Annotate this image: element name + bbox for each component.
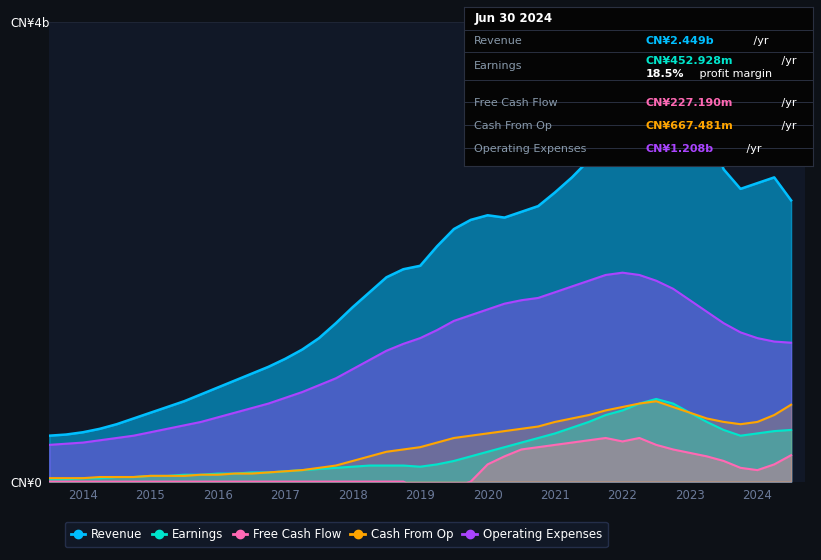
Text: Earnings: Earnings xyxy=(475,61,523,71)
Text: Operating Expenses: Operating Expenses xyxy=(475,144,587,154)
Text: /yr: /yr xyxy=(778,57,796,67)
Text: CN¥1.208b: CN¥1.208b xyxy=(645,144,713,154)
Text: /yr: /yr xyxy=(778,99,796,109)
Text: /yr: /yr xyxy=(750,36,768,46)
Text: CN¥227.190m: CN¥227.190m xyxy=(645,99,732,109)
Text: Cash From Op: Cash From Op xyxy=(475,121,553,131)
Text: /yr: /yr xyxy=(743,144,762,154)
Text: /yr: /yr xyxy=(778,121,796,131)
Text: CN¥2.449b: CN¥2.449b xyxy=(645,36,714,46)
Text: CN¥667.481m: CN¥667.481m xyxy=(645,121,733,131)
Text: 18.5%: 18.5% xyxy=(645,69,684,79)
Text: Free Cash Flow: Free Cash Flow xyxy=(475,99,558,109)
Text: Jun 30 2024: Jun 30 2024 xyxy=(475,12,553,25)
Legend: Revenue, Earnings, Free Cash Flow, Cash From Op, Operating Expenses: Revenue, Earnings, Free Cash Flow, Cash … xyxy=(65,522,608,547)
Text: Revenue: Revenue xyxy=(475,36,523,46)
Text: CN¥452.928m: CN¥452.928m xyxy=(645,57,733,67)
Text: profit margin: profit margin xyxy=(696,69,772,79)
